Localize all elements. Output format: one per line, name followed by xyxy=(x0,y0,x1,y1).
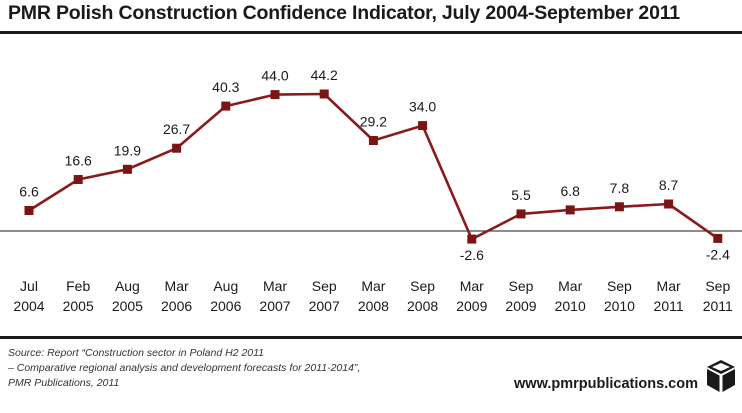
data-point xyxy=(221,101,231,111)
x-tick-month: Mar xyxy=(558,278,582,294)
source-line-2: – Comparative regional analysis and deve… xyxy=(8,362,361,374)
x-tick-year: 2011 xyxy=(703,298,733,314)
x-tick-month: Sep xyxy=(410,278,435,294)
x-tick-month: Sep xyxy=(607,278,632,294)
data-label: 44.0 xyxy=(261,68,288,84)
line-chart: 6.6 16.6 19.9 26.7 40.3 44.0 44.2 29.2 34.0 -2.6 5… xyxy=(0,67,742,314)
data-point xyxy=(418,121,428,131)
x-tick-month: Mar xyxy=(460,278,484,294)
website-link[interactable]: www.pmrpublications.com xyxy=(514,376,698,392)
data-point xyxy=(516,209,526,219)
data-point xyxy=(368,136,378,145)
title-rule xyxy=(0,31,742,34)
x-tick-month: Mar xyxy=(165,278,189,294)
data-label: 19.9 xyxy=(114,142,141,158)
data-point xyxy=(565,205,575,215)
x-tick-month: Sep xyxy=(509,278,534,294)
x-tick-month: Aug xyxy=(213,278,238,294)
data-point xyxy=(319,89,329,99)
data-label: -2.4 xyxy=(706,246,730,262)
data-point xyxy=(614,202,624,212)
data-point xyxy=(664,199,674,209)
source-line-1: Source: Report “Construction sector in P… xyxy=(8,347,265,359)
x-tick-month: Jul xyxy=(20,278,38,294)
x-tick-year: 2004 xyxy=(13,298,44,314)
x-tick-year: 2005 xyxy=(112,298,143,314)
data-label: 44.2 xyxy=(311,67,338,83)
data-point xyxy=(24,206,34,215)
x-tick-year: 2006 xyxy=(210,298,241,314)
x-tick-month: Mar xyxy=(361,278,385,294)
bottom-rule xyxy=(0,336,742,339)
data-point xyxy=(73,175,83,184)
chart-title: PMR Polish Construction Confidence Indic… xyxy=(8,2,680,24)
x-tick-year: 2009 xyxy=(456,298,487,314)
x-tick-month: Sep xyxy=(312,278,337,294)
data-label: 29.2 xyxy=(360,114,387,130)
x-tick-month: Feb xyxy=(66,278,90,294)
x-tick-month: Mar xyxy=(263,278,287,294)
data-label: 5.5 xyxy=(511,187,531,203)
x-tick-year: 2007 xyxy=(259,298,290,314)
data-label: 8.7 xyxy=(659,177,679,193)
data-label: 26.7 xyxy=(163,121,190,137)
data-point xyxy=(172,143,182,153)
x-tick-year: 2006 xyxy=(161,298,192,314)
source-note: Source: Report “Construction sector in P… xyxy=(8,346,360,391)
x-tick-month: Mar xyxy=(657,278,681,294)
data-point xyxy=(270,90,280,100)
x-tick-year: 2007 xyxy=(309,298,340,314)
data-point xyxy=(713,233,723,243)
x-tick-year: 2011 xyxy=(654,298,684,314)
source-line-3: PMR Publications, 2011 xyxy=(8,377,120,389)
x-tick-year: 2009 xyxy=(505,298,536,314)
data-point xyxy=(122,164,132,174)
cube-logo-icon xyxy=(707,360,735,392)
data-label: 6.8 xyxy=(560,183,580,199)
x-tick-month: Sep xyxy=(705,278,730,294)
x-tick-year: 2010 xyxy=(555,298,586,314)
data-label: -2.6 xyxy=(460,247,484,263)
data-label: 34.0 xyxy=(409,99,436,115)
x-tick-year: 2010 xyxy=(604,298,635,314)
x-tick-month: Aug xyxy=(115,278,140,294)
data-label: 40.3 xyxy=(212,79,239,95)
data-label: 7.8 xyxy=(610,180,630,196)
data-point xyxy=(467,234,477,244)
data-label: 6.6 xyxy=(19,184,39,200)
data-label: 16.6 xyxy=(65,153,92,169)
x-tick-year: 2008 xyxy=(358,298,389,314)
x-tick-year: 2008 xyxy=(407,298,438,314)
x-tick-year: 2005 xyxy=(63,298,94,314)
